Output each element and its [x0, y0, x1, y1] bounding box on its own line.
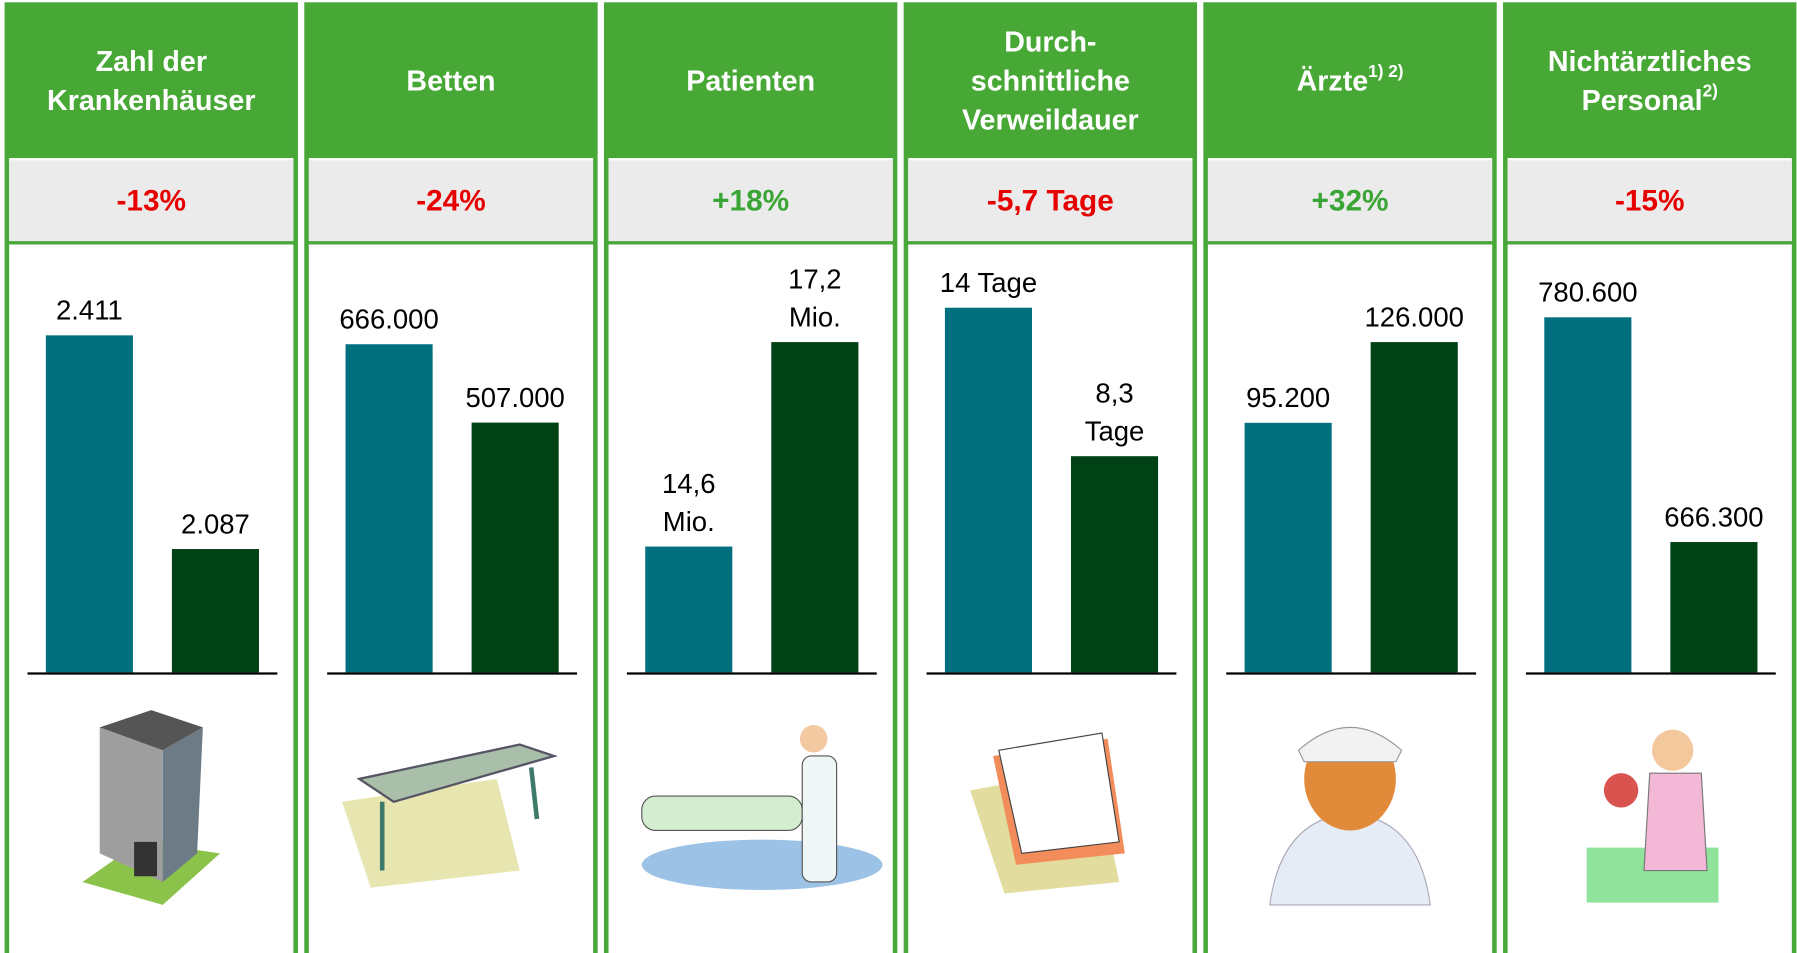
icon-shape	[1643, 772, 1708, 872]
title-line: Ärzte	[1297, 64, 1369, 97]
bar	[1670, 542, 1758, 673]
change-value: -5,7 Tage	[987, 185, 1114, 218]
bar	[345, 344, 433, 673]
panel: Durch-schnittliche Verweildauer -5,7 Tage 1…	[903, 2, 1198, 953]
bar	[645, 546, 733, 673]
bar	[1544, 317, 1632, 673]
value-label: 126.000	[1365, 301, 1464, 332]
panel: Ärzte1) 2) +32% 95.200 126.000	[1203, 2, 1497, 953]
icon	[641, 725, 883, 891]
value-label: 95.200	[1246, 382, 1330, 413]
icon-shape	[998, 732, 1120, 854]
panel: NichtärztlichesPersonal2)-15%780.600666.…	[1503, 2, 1797, 953]
title-line: Verweildauer	[962, 104, 1139, 136]
value-label: 14 Tage	[940, 267, 1037, 298]
panel-header	[6, 4, 296, 159]
bar	[45, 335, 133, 673]
panel-title: Nichtärztliches	[1548, 46, 1752, 78]
icon-shape	[99, 710, 203, 751]
icon-shape	[342, 778, 520, 888]
icon	[342, 743, 558, 888]
change-band	[608, 160, 893, 242]
panel: Zahl der Krankenhäuser -13% 2.411 2.087	[4, 2, 298, 953]
value-label: 8,3	[1095, 378, 1133, 409]
value-label: 780.600	[1538, 277, 1637, 308]
title-line: Personal	[1582, 85, 1703, 117]
panel-header	[905, 4, 1195, 159]
bar	[1370, 342, 1458, 673]
panel-title: Personal2)	[1582, 80, 1718, 116]
panel-header	[1205, 4, 1495, 159]
panel-header	[606, 4, 896, 159]
value-label: 2.087	[181, 508, 250, 539]
bar	[171, 549, 260, 673]
icon-shape	[1603, 773, 1639, 808]
title-line: Zahl der	[96, 46, 207, 78]
icon	[82, 710, 221, 905]
icon-shape	[528, 767, 540, 820]
value-label: Tage	[1085, 416, 1145, 447]
icon-shape	[801, 755, 838, 883]
bar	[471, 422, 559, 673]
panel: Patienten +18% 14,6 Mio. 17,2 Mio.	[603, 2, 898, 953]
icon	[1269, 726, 1431, 906]
bar	[771, 342, 859, 673]
change-value: -13%	[117, 185, 187, 218]
icon-shape	[162, 727, 203, 882]
bar	[944, 307, 1033, 673]
panel-title: Krankenhäuser	[47, 85, 255, 117]
title-line: Nichtärztliches	[1548, 46, 1752, 78]
icon-shape	[1297, 726, 1403, 763]
change-value: +32%	[1312, 185, 1389, 218]
icon	[970, 732, 1125, 894]
bar	[1070, 456, 1159, 673]
panel: Betten -24% 666.000 507.000	[304, 2, 598, 953]
panel-header	[306, 4, 596, 159]
panel-title: Betten	[406, 65, 495, 97]
panel-title: Zahl der	[96, 46, 207, 78]
icon	[1586, 729, 1719, 903]
panel-title: Patienten	[686, 65, 815, 97]
change-band	[908, 160, 1193, 242]
value-label: Mio.	[789, 301, 841, 332]
change-band	[308, 160, 594, 242]
value-label: 666.300	[1664, 501, 1763, 532]
title-line: Durch-	[1004, 26, 1096, 58]
icon-shape	[641, 839, 883, 891]
panel-title: Verweildauer	[962, 104, 1139, 136]
title-line: schnittliche	[971, 65, 1130, 97]
icon-shape	[1652, 729, 1694, 771]
change-value: -24%	[416, 185, 486, 218]
change-value: +18%	[712, 185, 789, 218]
bar	[1244, 422, 1332, 673]
title-line: Krankenhäuser	[47, 85, 255, 117]
icon-shape	[134, 841, 158, 877]
panel-header	[1505, 4, 1795, 159]
panel-title: schnittliche	[971, 65, 1130, 97]
change-value: -15%	[1615, 185, 1685, 218]
value-label: 507.000	[465, 382, 564, 413]
value-label: Mio.	[663, 506, 715, 537]
panel-title: Ärzte1) 2)	[1297, 61, 1404, 97]
title-note: 1) 2)	[1368, 61, 1403, 81]
icon-shape	[356, 743, 558, 804]
change-band	[9, 160, 294, 242]
icon-shape	[799, 725, 828, 753]
title-line: Betten	[406, 65, 495, 97]
value-label: 2.411	[56, 295, 123, 326]
change-band	[1507, 160, 1792, 242]
panel-title: Durch-	[1004, 26, 1096, 58]
change-band	[1207, 160, 1493, 242]
title-line: Patienten	[686, 65, 815, 97]
icon-shape	[641, 795, 803, 832]
value-label: 666.000	[339, 304, 438, 335]
value-label: 14,6	[662, 468, 716, 499]
title-note: 2)	[1703, 80, 1718, 100]
value-label: 17,2	[788, 264, 842, 295]
